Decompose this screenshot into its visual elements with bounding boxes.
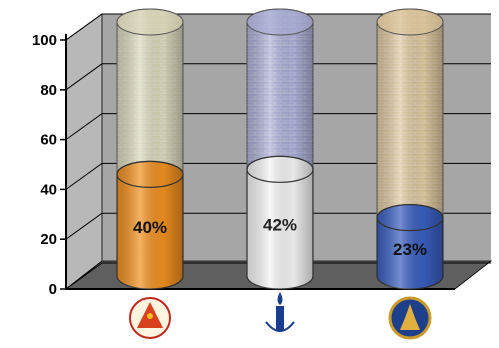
- emblem-candle: [276, 306, 284, 330]
- category-emblems: [129, 292, 432, 340]
- red-temple-emblem-icon: [129, 297, 171, 339]
- data-label: 40%: [133, 218, 167, 237]
- emblem-dot: [147, 313, 153, 319]
- cylinder-fill-shine: [377, 204, 443, 289]
- gridline: [65, 63, 491, 91]
- data-labels: 40% 42% 23%: [133, 216, 427, 259]
- emblem-flame: [277, 292, 283, 305]
- gridline: [65, 113, 491, 141]
- cylinder-1: [116, 8, 184, 290]
- cylinder-fill-surface: [116, 160, 184, 188]
- cylinder-3: [376, 8, 444, 290]
- cylinder-top-rim: [376, 8, 444, 36]
- cylinder-top-rim: [246, 8, 314, 36]
- gridline: [65, 262, 491, 290]
- y-tick-label: 40: [40, 181, 57, 198]
- cylinder-fill-surface: [376, 203, 444, 232]
- gridline: [65, 212, 491, 240]
- y-tick-label: 0: [49, 281, 57, 298]
- emblem-stupa: [400, 304, 420, 330]
- emblem-arc: [265, 321, 295, 332]
- cylinder-fill-shine: [247, 156, 313, 289]
- cylinder-2: [246, 8, 314, 290]
- gridline: [65, 13, 491, 41]
- y-tick-label: 20: [40, 231, 57, 248]
- data-label: 23%: [393, 240, 427, 259]
- data-label: 42%: [263, 216, 297, 235]
- y-tick-label: 100: [32, 32, 57, 49]
- cylinder-top-rim: [116, 8, 184, 36]
- cylinder-glass-shine: [117, 9, 183, 188]
- cylinder-glass-shine: [247, 9, 313, 183]
- y-axis: 0 20 40 60 80 100: [32, 32, 455, 298]
- y-tick-label: 60: [40, 132, 57, 149]
- cylinder-fill-surface: [246, 155, 314, 183]
- cylinder-glass-shine: [377, 9, 443, 231]
- y-tick-label: 80: [40, 82, 57, 99]
- grid-lines: [65, 13, 491, 290]
- gridline: [65, 162, 491, 190]
- cylinder-fill-shine: [117, 161, 183, 289]
- gold-stupa-emblem-icon: [388, 296, 432, 340]
- side-wall-panel: [65, 13, 103, 290]
- cylinders: [116, 8, 444, 290]
- blue-candle-emblem-icon: [265, 292, 295, 332]
